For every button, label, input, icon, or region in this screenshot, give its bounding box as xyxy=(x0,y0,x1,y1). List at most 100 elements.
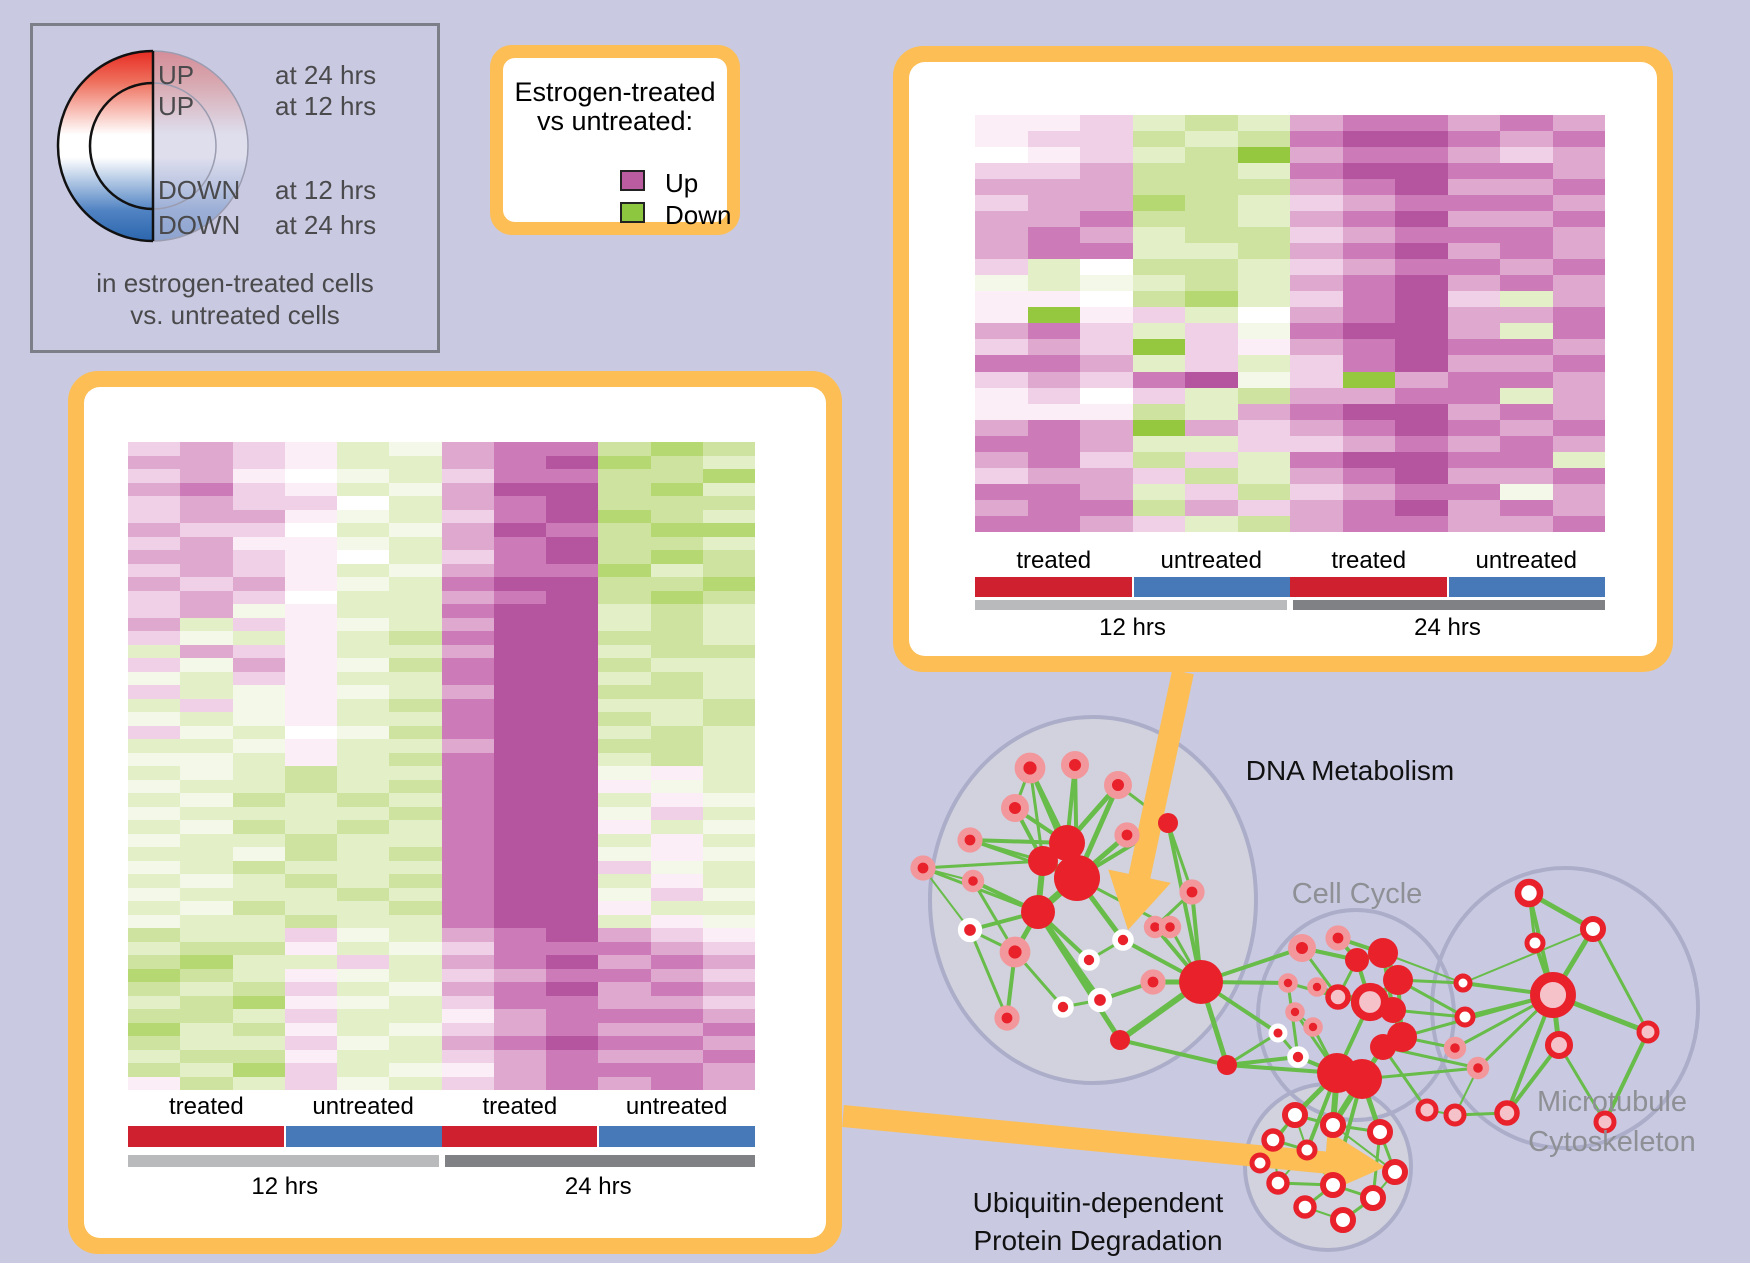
heatmap-cell xyxy=(1237,211,1290,228)
heatmap-row xyxy=(128,955,755,969)
heatmap-cell xyxy=(650,833,703,847)
heatmap-cell xyxy=(1552,211,1605,228)
heatmap-cell xyxy=(284,536,337,550)
time-label-24hrs: 24 hrs xyxy=(1414,614,1481,641)
heatmap-cell xyxy=(180,604,233,618)
heatmap-row xyxy=(128,928,755,942)
estrogen-legend-title: Estrogen-treated vs untreated: xyxy=(503,78,727,136)
heatmap-cell xyxy=(232,509,285,523)
heatmap-cell xyxy=(180,671,233,685)
heatmap-cell xyxy=(1395,163,1448,180)
group-label-treated-2: treated xyxy=(482,1093,558,1120)
heatmap-cell xyxy=(389,496,442,510)
heatmap-row xyxy=(128,1076,755,1090)
heatmap-cell xyxy=(128,658,181,672)
heatmap-cell xyxy=(1552,499,1605,516)
heatmap-row xyxy=(128,469,755,483)
heatmap-cell xyxy=(284,509,337,523)
heatmap-cell xyxy=(1395,387,1448,404)
heatmap-cell xyxy=(702,1076,755,1090)
network-edge xyxy=(1505,1043,1561,1115)
heatmap-cell xyxy=(598,469,651,483)
heatmap-cell xyxy=(650,631,703,645)
heatmap-cell xyxy=(650,874,703,888)
heatmap-row xyxy=(128,1022,755,1036)
heatmap-cell xyxy=(180,766,233,780)
heatmap-row xyxy=(975,515,1605,532)
heatmap-cell xyxy=(493,482,546,496)
heatmap-cell xyxy=(1500,307,1553,324)
heatmap-cell xyxy=(702,1063,755,1077)
heatmap-cell xyxy=(284,1036,337,1050)
heatmap-cell xyxy=(284,631,337,645)
heatmap-cell xyxy=(702,509,755,523)
heatmap-cell xyxy=(1132,435,1185,452)
network-edge xyxy=(1028,767,1045,862)
heatmap-cell xyxy=(975,291,1028,308)
heatmap-cell xyxy=(232,698,285,712)
heatmap-row xyxy=(975,483,1605,500)
heatmap-cell xyxy=(1237,227,1290,244)
heatmap-cell xyxy=(1552,307,1605,324)
heatmap-cell xyxy=(1500,355,1553,372)
heatmap-cell xyxy=(232,779,285,793)
heatmap-cell xyxy=(702,725,755,739)
heatmap-cell xyxy=(650,658,703,672)
heatmap-cell xyxy=(1395,211,1448,228)
heatmap-cell xyxy=(493,563,546,577)
heatmap-row xyxy=(128,536,755,550)
heatmap-cell xyxy=(180,1022,233,1036)
heatmap-cell xyxy=(1027,115,1080,132)
heatmap-cell xyxy=(1027,195,1080,212)
heatmap-cell xyxy=(546,509,599,523)
heatmap-cell xyxy=(1080,131,1133,148)
heatmap-cell xyxy=(546,1076,599,1090)
heatmap-cell xyxy=(441,725,494,739)
heatmap-cell xyxy=(128,995,181,1009)
heatmap-cell xyxy=(1185,163,1238,180)
heatmap-cell xyxy=(337,914,390,928)
network-node xyxy=(1367,1119,1393,1145)
heatmap-cell xyxy=(702,860,755,874)
heatmap-cell xyxy=(546,482,599,496)
heatmap-cell xyxy=(441,712,494,726)
network-edge xyxy=(1557,1044,1607,1123)
heatmap-cell xyxy=(284,523,337,537)
heatmap-cell xyxy=(128,752,181,766)
heatmap-cell xyxy=(1027,243,1080,260)
heatmap-cell xyxy=(232,887,285,901)
heatmap-cell xyxy=(128,914,181,928)
group-label-treated-0: treated xyxy=(1016,547,1092,574)
heatmap-cell xyxy=(1290,355,1343,372)
heatmap-cell xyxy=(180,577,233,591)
heatmap-cell xyxy=(389,442,442,456)
heatmap-cell xyxy=(702,1049,755,1063)
heatmap-cell xyxy=(598,793,651,807)
network-node xyxy=(1514,878,1544,908)
heatmap-cell xyxy=(975,163,1028,180)
heatmap-cell xyxy=(180,442,233,456)
network-node xyxy=(1636,1020,1660,1044)
network-node xyxy=(1049,825,1085,861)
heatmap-cell xyxy=(389,1076,442,1090)
heatmap-cell xyxy=(128,887,181,901)
heatmap-row xyxy=(128,766,755,780)
outer-ring-right-arc xyxy=(152,50,249,242)
heatmap-cell xyxy=(232,1009,285,1023)
heatmap-cell xyxy=(128,455,181,469)
heatmap-cell xyxy=(650,1009,703,1023)
heatmap-cell xyxy=(232,712,285,726)
heatmap-cell xyxy=(1080,451,1133,468)
network-node xyxy=(1382,1159,1408,1185)
heatmap-cell xyxy=(1395,467,1448,484)
heatmap-cell xyxy=(598,712,651,726)
heatmap-cell xyxy=(650,590,703,604)
heatmap-cell xyxy=(1447,259,1500,276)
heatmap-row xyxy=(128,887,755,901)
heatmap-cell xyxy=(1185,131,1238,148)
heatmap-cell xyxy=(337,779,390,793)
heatmap-cell xyxy=(1185,147,1238,164)
heatmap-cell xyxy=(337,833,390,847)
heatmap-cell xyxy=(1132,371,1185,388)
